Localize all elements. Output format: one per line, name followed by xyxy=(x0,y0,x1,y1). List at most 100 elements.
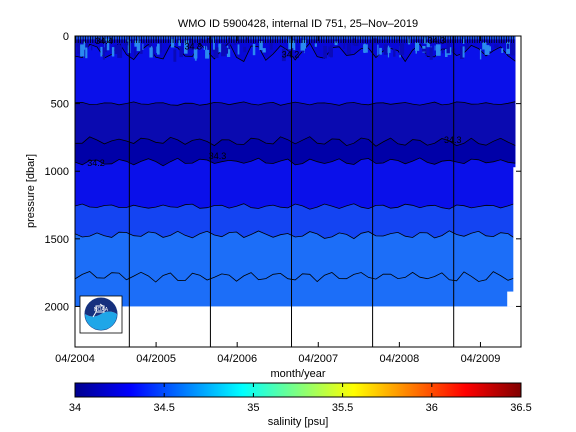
surface-patch xyxy=(436,44,441,56)
contour-line xyxy=(75,271,516,283)
contour-label: 34.3 xyxy=(209,151,227,161)
surface-patch xyxy=(501,48,504,53)
y-tick-label: 0 xyxy=(63,31,69,43)
surface-patch xyxy=(189,38,193,50)
surface-patch xyxy=(171,39,175,48)
colorbar-tick-label: 34.5 xyxy=(153,402,174,414)
surface-patch xyxy=(252,43,256,56)
x-tick-label: 04/2004 xyxy=(55,353,95,365)
contour-label: 34.3 xyxy=(185,42,203,52)
surface-patch xyxy=(354,42,359,47)
surface-patch xyxy=(343,39,346,49)
surface-patch xyxy=(393,48,396,57)
surface-patch xyxy=(77,44,82,54)
surface-patch xyxy=(300,38,302,44)
surface-patch xyxy=(156,46,158,53)
surface-patch xyxy=(90,45,93,51)
surface-patch xyxy=(213,47,219,58)
contour-label: 34.2 xyxy=(87,158,105,168)
surface-patch xyxy=(422,48,426,52)
surface-patch xyxy=(105,40,107,53)
surface-patch xyxy=(494,44,499,48)
surface-patch xyxy=(486,46,491,52)
y-tick-label: 2000 xyxy=(45,301,69,313)
gap-white xyxy=(507,291,516,307)
contour-label: 34.3 xyxy=(428,35,446,45)
contour-line xyxy=(75,136,516,147)
surface-patch xyxy=(233,40,236,46)
colorbar-tick-label: 35 xyxy=(247,402,259,414)
surface-patch xyxy=(205,47,210,59)
profile-markers xyxy=(75,36,515,43)
contour-label: 34.4 xyxy=(95,36,113,46)
surface-patch xyxy=(83,41,86,50)
surface-patch xyxy=(352,38,356,46)
surface-patch xyxy=(149,47,153,58)
surface-patch xyxy=(85,40,89,50)
surface-patch xyxy=(221,43,226,57)
surface-patch xyxy=(179,46,183,58)
surface-patch xyxy=(160,40,162,53)
surface-patch xyxy=(218,43,223,53)
surface-patch xyxy=(133,48,136,56)
surface-patch xyxy=(148,40,152,48)
plot-area: 34.4 34.3 34.2 34.3 34.2 34.3 34.3 xyxy=(75,35,521,347)
surface-patch xyxy=(142,43,144,50)
surface-patch xyxy=(193,49,198,59)
surface-patch xyxy=(281,48,286,62)
colorbar-tick-label: 34 xyxy=(69,402,81,414)
surface-patch xyxy=(80,44,85,57)
surface-patch xyxy=(466,43,470,47)
contour-line xyxy=(75,41,516,63)
surface-patch xyxy=(151,46,153,58)
surface-noise xyxy=(76,37,521,343)
x-axis-title: month/year xyxy=(270,368,325,380)
surface-patch xyxy=(157,43,160,55)
surface-patch xyxy=(479,49,482,60)
surface-patch xyxy=(429,47,433,60)
surface-patch xyxy=(506,43,510,49)
surface-patch xyxy=(200,38,203,43)
surface-patch xyxy=(441,49,444,54)
surface-patch xyxy=(114,45,119,54)
surface-patch xyxy=(136,41,141,52)
surface-patch xyxy=(187,42,189,51)
surface-patch xyxy=(292,40,296,51)
x-axis: 04/2004 04/2005 04/2006 04/2007 04/2008 04/20… xyxy=(55,36,500,365)
surface-patch xyxy=(139,48,143,54)
surface-patch xyxy=(399,43,405,56)
surface-patch xyxy=(334,41,338,46)
y-tick-label: 500 xyxy=(51,99,69,111)
surface-patch xyxy=(84,48,86,58)
surface-patch xyxy=(301,39,307,49)
contour-labels: 34.4 34.3 34.2 34.3 34.2 34.3 34.3 xyxy=(87,35,461,168)
surface-patch xyxy=(446,40,450,54)
x-tick-label: 04/2008 xyxy=(379,353,419,365)
surface-patch xyxy=(323,45,327,59)
gap-white xyxy=(513,167,521,343)
surface-patch xyxy=(237,44,240,55)
contour-line xyxy=(75,157,516,167)
surface-patch xyxy=(119,48,122,55)
surface-patch xyxy=(207,38,211,50)
colorbar-tick-label: 35.5 xyxy=(332,402,353,414)
surface-patch xyxy=(425,45,427,57)
colorbar-title: salinity [psu] xyxy=(268,416,329,428)
surface-patch xyxy=(288,38,292,50)
surface-patch xyxy=(314,43,317,47)
surface-patch xyxy=(85,47,88,59)
surface-patch xyxy=(124,41,129,46)
x-tick-label: 04/2007 xyxy=(298,353,338,365)
x-tick-label: 04/2009 xyxy=(461,353,501,365)
surface-patch xyxy=(379,47,382,55)
surface-patch xyxy=(462,46,465,58)
surface-patch xyxy=(482,42,487,50)
surface-patch xyxy=(76,40,82,47)
surface-patch xyxy=(245,37,248,41)
surface-patch xyxy=(227,45,231,57)
x-tick-label: 04/2006 xyxy=(217,353,257,365)
surface-patch xyxy=(178,40,181,46)
contour-line xyxy=(75,230,516,240)
chart-title: WMO ID 5900428, internal ID 751, 25–Nov–… xyxy=(178,18,418,30)
surface-patch xyxy=(463,45,468,49)
